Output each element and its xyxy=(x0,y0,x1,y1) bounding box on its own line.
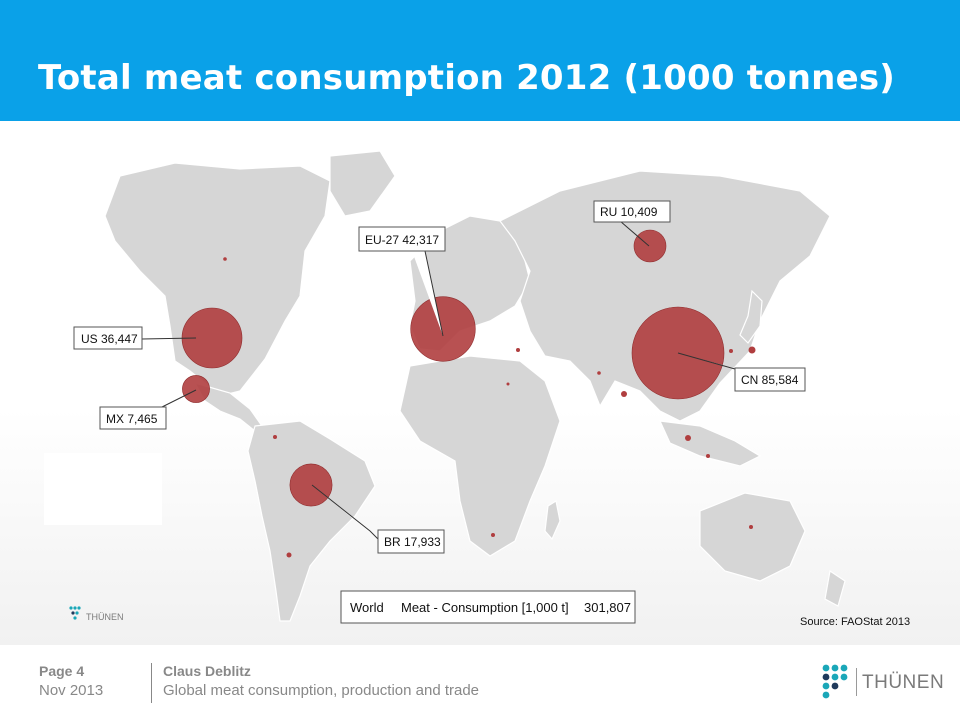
logo-dots-icon xyxy=(822,664,848,699)
country-dot xyxy=(273,435,277,439)
world-map-panel: US 36,447 MX 7,465 EU-27 42,317 RU 10,40… xyxy=(0,121,960,645)
africa-land xyxy=(399,355,561,557)
logo-dot xyxy=(73,606,77,610)
label-box xyxy=(99,406,167,430)
madagascar-land xyxy=(544,500,561,541)
label-eu: EU-27 42,317 xyxy=(358,226,446,337)
country-dot xyxy=(685,435,691,441)
bubble-mx xyxy=(182,375,210,403)
leader-line xyxy=(619,220,650,247)
label-box xyxy=(358,226,446,252)
footer-subtitle: Global meat consumption, production and … xyxy=(163,682,480,699)
country-dot xyxy=(491,533,495,537)
north-america-land xyxy=(104,162,331,397)
country-dot xyxy=(516,348,520,352)
label-cn: CN 85,584 xyxy=(677,352,806,392)
label-ru: RU 10,409 xyxy=(593,200,671,247)
leader-line xyxy=(311,484,381,542)
bubble-eu-27 xyxy=(410,296,476,362)
slide-title: Total meat consumption 2012 (1000 tonnes… xyxy=(38,58,896,98)
label-text: MX 7,465 xyxy=(106,412,158,426)
label-text: RU 10,409 xyxy=(600,205,658,219)
logo-dot xyxy=(69,606,73,610)
thuenen-logo: THÜNEN xyxy=(820,662,944,702)
label-us: US 36,447 xyxy=(73,326,197,350)
label-mx: MX 7,465 xyxy=(99,389,197,430)
new-zealand-land xyxy=(824,569,846,607)
logo-dot xyxy=(75,611,79,615)
label-br: BR 17,933 xyxy=(311,484,445,554)
world-total-box xyxy=(340,590,636,624)
country-dot xyxy=(749,525,753,529)
label-box xyxy=(377,529,445,554)
world-total-value: 301,807 xyxy=(584,600,631,615)
world-label: World xyxy=(350,600,384,615)
logo-dot xyxy=(73,616,77,620)
footer-divider xyxy=(151,663,152,703)
bubble-ru xyxy=(633,229,667,263)
label-text: CN 85,584 xyxy=(741,373,799,387)
label-text: EU-27 42,317 xyxy=(365,233,439,247)
map-logo: THÜNEN xyxy=(69,606,124,622)
leader-line xyxy=(159,389,197,409)
country-dot xyxy=(621,391,627,397)
measure-label: Meat - Consumption [1,000 t] xyxy=(401,600,569,615)
logo-text: THÜNEN xyxy=(862,672,945,693)
footer-author: Claus Deblitz xyxy=(163,663,251,679)
country-dot xyxy=(748,346,756,354)
footer-date: Nov 2013 xyxy=(39,682,104,699)
land-masses xyxy=(104,150,846,622)
slide-footer: Page 4 Nov 2013 Claus Deblitz Global mea… xyxy=(0,645,960,720)
world-map: US 36,447 MX 7,465 EU-27 42,317 RU 10,40… xyxy=(44,150,910,628)
logo-dot xyxy=(77,606,81,610)
south-america-land xyxy=(247,420,376,622)
logo-divider xyxy=(856,668,857,696)
japan-land xyxy=(739,289,763,344)
label-text: US 36,447 xyxy=(81,332,138,346)
label-box xyxy=(734,367,806,392)
country-dot xyxy=(706,454,710,458)
country-dot xyxy=(286,552,292,558)
map-logo-text: THÜNEN xyxy=(86,612,124,622)
asia-land xyxy=(499,170,831,422)
page-number: Page 4 xyxy=(39,663,85,679)
title-banner: Total meat consumption 2012 (1000 tonnes… xyxy=(0,0,960,121)
country-dot xyxy=(729,349,733,353)
label-box xyxy=(73,326,143,350)
label-box xyxy=(593,200,671,223)
label-text: BR 17,933 xyxy=(384,535,441,549)
leader-line xyxy=(141,337,197,340)
country-dot xyxy=(597,371,601,375)
blank-legend-area xyxy=(44,453,162,525)
southeast-asia-islands-land xyxy=(659,420,762,467)
minor-country-dots xyxy=(223,257,756,558)
source-note: Source: FAOStat 2013 xyxy=(800,616,910,628)
greenland-land xyxy=(329,150,396,217)
world-total-legend: World Meat - Consumption [1,000 t] 301,8… xyxy=(340,590,636,624)
country-dot xyxy=(506,382,510,386)
bubble-br xyxy=(289,463,333,507)
australia-land xyxy=(699,492,806,582)
country-dot xyxy=(223,257,227,261)
logo-dot xyxy=(71,611,75,615)
